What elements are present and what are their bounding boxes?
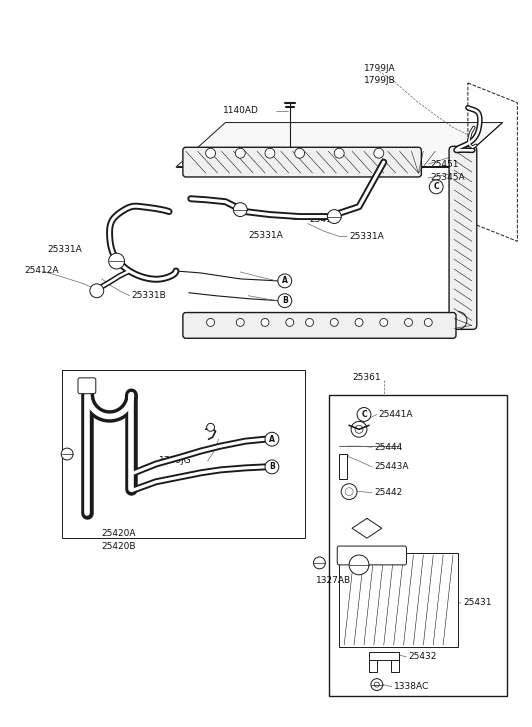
Circle shape	[305, 318, 313, 326]
Text: 25443A: 25443A	[374, 462, 409, 471]
Text: 25331A: 25331A	[349, 232, 384, 241]
Text: 25331A: 25331A	[47, 245, 82, 254]
Text: A: A	[282, 276, 288, 286]
Circle shape	[404, 318, 412, 326]
Text: 25420A: 25420A	[102, 529, 136, 538]
Bar	[329, 395, 508, 696]
Circle shape	[206, 148, 215, 158]
Text: 1140AD: 1140AD	[222, 106, 259, 115]
FancyBboxPatch shape	[183, 313, 456, 338]
Text: 25442: 25442	[374, 488, 402, 497]
Circle shape	[235, 148, 245, 158]
Circle shape	[206, 423, 214, 431]
Circle shape	[330, 318, 338, 326]
Circle shape	[380, 318, 388, 326]
Circle shape	[327, 209, 341, 223]
Text: 25451: 25451	[430, 160, 459, 169]
Circle shape	[278, 274, 292, 288]
FancyBboxPatch shape	[337, 546, 406, 565]
Circle shape	[355, 425, 363, 433]
Circle shape	[90, 284, 104, 297]
FancyBboxPatch shape	[449, 146, 477, 329]
Text: 25412A: 25412A	[24, 267, 59, 276]
Circle shape	[371, 679, 383, 691]
FancyBboxPatch shape	[78, 378, 96, 394]
Text: 25331B: 25331B	[131, 292, 166, 300]
Circle shape	[313, 557, 326, 569]
Circle shape	[265, 460, 279, 474]
Text: 25345A: 25345A	[430, 174, 465, 182]
Text: 25361: 25361	[352, 374, 381, 382]
Circle shape	[341, 483, 357, 499]
Text: 1799JG: 1799JG	[159, 457, 192, 465]
FancyBboxPatch shape	[183, 148, 421, 177]
Text: 25432: 25432	[409, 652, 437, 662]
Text: 25441A: 25441A	[379, 410, 413, 419]
Circle shape	[61, 448, 73, 460]
Circle shape	[334, 148, 344, 158]
Circle shape	[349, 555, 369, 575]
Circle shape	[429, 180, 443, 194]
Text: C: C	[434, 182, 439, 191]
Bar	[339, 553, 458, 647]
Bar	[339, 454, 347, 479]
Circle shape	[265, 148, 275, 158]
Text: 1799JB: 1799JB	[364, 76, 396, 86]
Bar	[369, 652, 398, 660]
Text: 25431: 25431	[463, 598, 492, 607]
Circle shape	[109, 253, 124, 269]
Text: B: B	[282, 296, 288, 305]
Circle shape	[355, 318, 363, 326]
Circle shape	[295, 148, 305, 158]
Circle shape	[375, 682, 379, 687]
Circle shape	[234, 203, 247, 217]
Circle shape	[206, 318, 214, 326]
Text: C: C	[361, 410, 367, 419]
Bar	[369, 660, 377, 672]
Circle shape	[357, 408, 371, 422]
Circle shape	[236, 318, 244, 326]
Polygon shape	[176, 123, 503, 167]
Text: 25331A: 25331A	[248, 231, 283, 240]
Bar	[390, 660, 398, 672]
Text: 1327AB: 1327AB	[315, 577, 351, 585]
Text: 25420B: 25420B	[102, 542, 136, 550]
Circle shape	[278, 294, 292, 308]
Circle shape	[374, 148, 384, 158]
Text: 1338AC: 1338AC	[394, 682, 429, 691]
Circle shape	[351, 422, 367, 437]
Circle shape	[425, 318, 432, 326]
Text: 25411: 25411	[310, 215, 338, 224]
Circle shape	[286, 318, 294, 326]
Circle shape	[265, 433, 279, 446]
Circle shape	[345, 488, 353, 496]
Circle shape	[261, 318, 269, 326]
Polygon shape	[453, 123, 503, 167]
Text: 1799JA: 1799JA	[364, 64, 396, 73]
Text: A: A	[269, 435, 275, 443]
Text: B: B	[269, 462, 275, 471]
Text: 25444: 25444	[374, 443, 402, 451]
